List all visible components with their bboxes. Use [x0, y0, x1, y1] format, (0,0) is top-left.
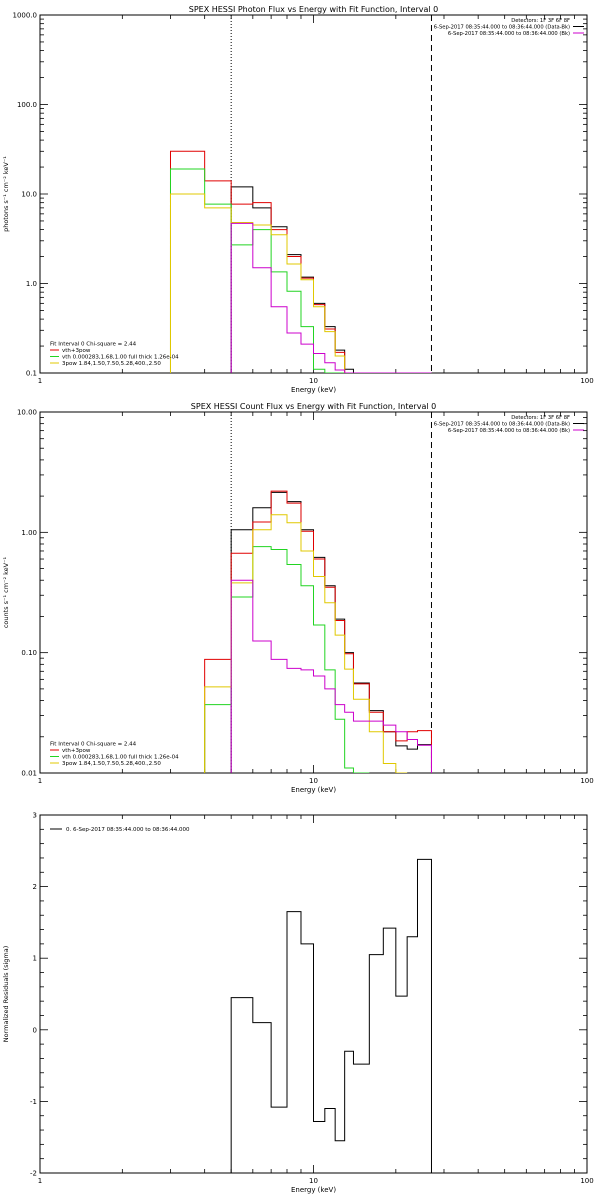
series-group: [169, 150, 432, 373]
info-line: 6-Sep-2017 08:35:44.000 to 08:36:44.000 …: [434, 25, 570, 31]
legend-label: vth+3pow: [62, 748, 91, 754]
y-tick-label: 2: [33, 883, 37, 891]
y-axis-label: Normalized Residuals (sigma): [2, 946, 10, 1043]
series-5-line: [230, 222, 432, 373]
y-axis: -2 -1 0 1 2 3 Normalized Residuals (sigma): [2, 812, 587, 1178]
x-tick-label: 1: [38, 777, 42, 785]
legend-label: 3pow 1.84,1.50,7.50,5.28,400.,2.50: [62, 761, 161, 767]
y-tick-label: 1: [33, 955, 37, 963]
legend-header: Fit Interval 0 Chi-square = 2.44: [50, 342, 137, 348]
x-tick-label: 1: [38, 1177, 42, 1185]
series-3-line: [204, 546, 370, 773]
series-3-line: [169, 168, 370, 373]
plot-frame: [39, 14, 588, 374]
y-tick-label: 0.01: [21, 770, 37, 778]
legend-label: vth+3pow: [62, 348, 91, 354]
series-2-line: [204, 490, 432, 773]
legend-header: Fit Interval 0 Chi-square = 2.44: [50, 742, 137, 748]
x-axis-label: Energy (keV): [291, 786, 336, 794]
legend-label: vth 0.000283,1.68,1.00 full thick 1.26e-…: [62, 355, 179, 361]
y-tick-label: 3: [33, 812, 37, 820]
legend-label: 0. 6-Sep-2017 08:35:44.000 to 08:36:44.0…: [66, 827, 190, 833]
info-box: Detectors: 1F 3F 6F 8F6-Sep-2017 08:35:4…: [434, 415, 584, 434]
series-1-line: [230, 186, 432, 373]
series-5-line: [230, 579, 432, 773]
y-tick-label: 100.0: [17, 101, 37, 109]
y-tick-label: 0.10: [21, 649, 37, 657]
chart-panel-2: SPEX HESSI Count Flux vs Energy with Fit…: [2, 402, 594, 794]
y-axis-label: counts s⁻¹ cm⁻² keV⁻¹: [2, 556, 10, 628]
legend: Fit Interval 0 Chi-square = 2.44vth+3pow…: [50, 742, 179, 767]
info-line: Detectors: 1F 3F 6F 8F: [511, 18, 570, 24]
legend-label: 3pow 1.84,1.50,7.50,5.28,400.,2.50: [62, 361, 161, 367]
y-tick-label: 0.1: [26, 370, 37, 378]
chart-panel-3: 1 10 100 Energy (keV) -2 -1 0 1 2 3 Normalized Res…: [2, 812, 594, 1195]
y-tick-label: 1.0: [26, 280, 37, 288]
y-tick-label: -2: [30, 1170, 37, 1178]
x-axis-label: Energy (keV): [291, 386, 336, 394]
series-4-line: [204, 514, 408, 773]
chart-panel-1: SPEX HESSI Photon Flux vs Energy with Fi…: [2, 5, 594, 394]
series-group: [230, 858, 432, 1173]
y-tick-label: 1.00: [21, 529, 37, 537]
info-line: 6-Sep-2017 08:35:44.000 to 08:36:44.000 …: [434, 422, 570, 428]
y-axis: 0.01 0.10 1.00 10.00 counts s⁻¹ cm⁻² keV⁻¹: [2, 409, 587, 778]
info-line: 6-Sep-2017 08:35:44.000 to 08:36:44.000 …: [448, 31, 570, 37]
series-2-line: [169, 150, 432, 373]
y-axis: 0.1 1.0 10.0 100.0 1000.0 photons s⁻¹ cm⁻² ke…: [2, 12, 587, 378]
chart-title: SPEX HESSI Photon Flux vs Energy with Fi…: [189, 5, 439, 14]
x-tick-label: 100: [580, 377, 593, 385]
x-tick-label: 10: [309, 377, 318, 385]
x-axis: 1 10 100 Energy (keV): [38, 815, 594, 1194]
y-axis-label: photons s⁻¹ cm⁻² keV⁻¹: [2, 156, 10, 232]
series-1-line: [230, 491, 432, 773]
y-tick-label: 0: [33, 1026, 37, 1034]
series-4-line: [169, 193, 432, 373]
y-tick-label: 10.0: [21, 191, 37, 199]
x-tick-label: 1: [38, 377, 42, 385]
x-axis: 1 10 100 Energy (keV): [38, 412, 594, 794]
x-tick-label: 10: [309, 777, 318, 785]
x-axis-label: Energy (keV): [291, 1186, 336, 1194]
info-line: Detectors: 1F 3F 6F 8F: [511, 415, 570, 421]
x-tick-label: 100: [580, 1177, 593, 1185]
series-group: [204, 490, 432, 773]
info-line: 6-Sep-2017 08:35:44.000 to 08:36:44.000 …: [448, 428, 570, 434]
chart-title: SPEX HESSI Count Flux vs Energy with Fit…: [191, 402, 436, 411]
y-tick-label: -1: [30, 1098, 37, 1106]
x-tick-label: 100: [580, 777, 593, 785]
info-box: Detectors: 1F 3F 6F 8F6-Sep-2017 08:35:4…: [434, 18, 584, 37]
legend-label: vth 0.000283,1.68,1.00 full thick 1.26e-…: [62, 755, 179, 761]
legend: 0. 6-Sep-2017 08:35:44.000 to 08:36:44.0…: [50, 827, 190, 833]
series-1-line: [230, 858, 432, 1173]
x-axis: 1 10 100 Energy (keV): [38, 15, 594, 394]
y-tick-label: 10.00: [17, 409, 37, 417]
y-tick-label: 1000.0: [13, 12, 38, 20]
x-tick-label: 10: [309, 1177, 318, 1185]
legend: Fit Interval 0 Chi-square = 2.44vth+3pow…: [50, 342, 179, 367]
